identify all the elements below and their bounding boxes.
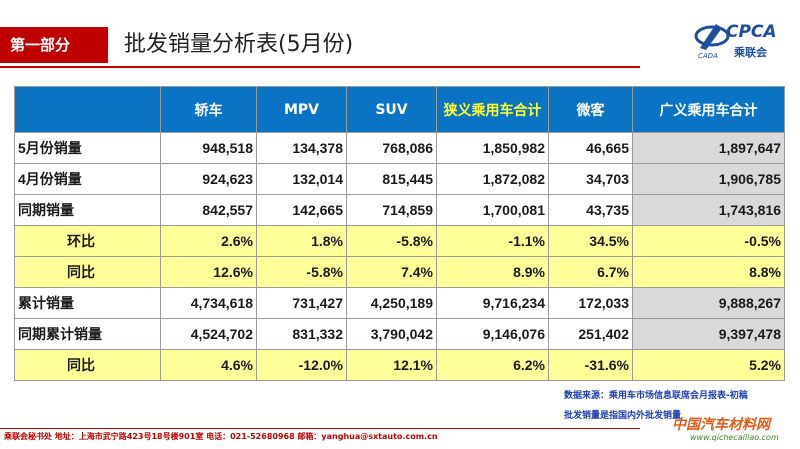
table-row: 环比 2.6% 1.8% -5.8% -1.1% 34.5% -0.5% xyxy=(14,225,785,257)
header-mpv: MPV xyxy=(256,86,347,133)
header-sedan: 轿车 xyxy=(160,86,257,133)
row-label: 同比 xyxy=(14,256,161,288)
cell: 842,557 xyxy=(160,194,257,226)
row-label: 同期销量 xyxy=(14,194,161,226)
cell: 714,859 xyxy=(346,194,437,226)
row-label: 同比 xyxy=(14,349,161,381)
row-label: 5月份销量 xyxy=(14,132,161,164)
table-row: 同比 12.6% -5.8% 7.4% 8.9% 6.7% 8.8% xyxy=(14,256,785,288)
header-broad-total: 广义乘用车合计 xyxy=(632,86,785,133)
cell: -0.5% xyxy=(632,225,785,257)
row-label: 环比 xyxy=(14,225,161,257)
table-row: 同期累计销量 4,524,702 831,332 3,790,042 9,146… xyxy=(14,318,785,350)
cell: 9,397,478 xyxy=(632,318,785,350)
cell: -5.8% xyxy=(256,256,347,288)
logo-emblem-icon xyxy=(694,24,730,50)
page-title: 批发销量分析表(5月份) xyxy=(124,32,354,57)
cell: 12.1% xyxy=(346,349,437,381)
watermark-url: www.qichecailiao.com xyxy=(690,433,779,442)
cell: 4.6% xyxy=(160,349,257,381)
cell: 9,146,076 xyxy=(436,318,549,350)
cell: 731,427 xyxy=(256,287,347,319)
cell: 1,700,081 xyxy=(436,194,549,226)
cell: 12.6% xyxy=(160,256,257,288)
cell: 948,518 xyxy=(160,132,257,164)
logo-brand: CPCA xyxy=(726,22,777,42)
cell: 4,524,702 xyxy=(160,318,257,350)
source-note: 数据来源：乘用车市场信息联席会月报表-初稿 xyxy=(564,391,748,401)
table-row: 4月份销量 924,623 132,014 815,445 1,872,082 … xyxy=(14,163,785,195)
row-label: 同期累计销量 xyxy=(14,318,161,350)
section-tag: 第一部分 xyxy=(0,27,108,63)
cell: 768,086 xyxy=(346,132,437,164)
cell: 46,665 xyxy=(548,132,633,164)
watermark-text: 中国汽车材料网 xyxy=(672,417,770,433)
cell: 1,872,082 xyxy=(436,163,549,195)
header-blank xyxy=(14,86,161,133)
cell: 5.2% xyxy=(632,349,785,381)
cell: 1.8% xyxy=(256,225,347,257)
cell: 924,623 xyxy=(160,163,257,195)
cell: 6.7% xyxy=(548,256,633,288)
cpca-logo: CPCA 乘联会 CADA xyxy=(692,14,792,64)
table-header-row: 轿车 MPV SUV 狭义乘用车合计 微客 广义乘用车合计 xyxy=(14,86,785,133)
cell: -31.6% xyxy=(548,349,633,381)
cell: 251,402 xyxy=(548,318,633,350)
row-label: 累计销量 xyxy=(14,287,161,319)
table-row: 同比 4.6% -12.0% 12.1% 6.2% -31.6% 5.2% xyxy=(14,349,785,381)
cell: 132,014 xyxy=(256,163,347,195)
title-divider xyxy=(0,66,640,68)
table-row: 同期销量 842,557 142,665 714,859 1,700,081 4… xyxy=(14,194,785,226)
cell: -1.1% xyxy=(436,225,549,257)
cell: 1,743,816 xyxy=(632,194,785,226)
table-row: 累计销量 4,734,618 731,427 4,250,189 9,716,2… xyxy=(14,287,785,319)
cell: 3,790,042 xyxy=(346,318,437,350)
cell: 172,033 xyxy=(548,287,633,319)
cell: 43,735 xyxy=(548,194,633,226)
cell: 34.5% xyxy=(548,225,633,257)
header-narrow-total: 狭义乘用车合计 xyxy=(436,86,549,133)
header-suv: SUV xyxy=(346,86,437,133)
cell: 34,703 xyxy=(548,163,633,195)
cell: 6.2% xyxy=(436,349,549,381)
cell: 9,888,267 xyxy=(632,287,785,319)
cell: 1,906,785 xyxy=(632,163,785,195)
cell: 1,897,647 xyxy=(632,132,785,164)
row-label: 4月份销量 xyxy=(14,163,161,195)
cell: -5.8% xyxy=(346,225,437,257)
definition-note: 批发销量是指国内外批发销量 xyxy=(564,411,682,421)
logo-cn: 乘联会 xyxy=(734,46,767,59)
cell: 9,716,234 xyxy=(436,287,549,319)
cell: 7.4% xyxy=(346,256,437,288)
cell: 1,850,982 xyxy=(436,132,549,164)
footer-contact: 乘联会秘书处 地址：上海市武宁路423号18号楼901室 电话：021-5268… xyxy=(4,432,438,441)
sales-table: 轿车 MPV SUV 狭义乘用车合计 微客 广义乘用车合计 5月份销量 948,… xyxy=(14,86,785,381)
cell: 2.6% xyxy=(160,225,257,257)
table-row: 5月份销量 948,518 134,378 768,086 1,850,982 … xyxy=(14,132,785,164)
cell: 4,734,618 xyxy=(160,287,257,319)
cell: 134,378 xyxy=(256,132,347,164)
cell: 831,332 xyxy=(256,318,347,350)
cell: 815,445 xyxy=(346,163,437,195)
logo-sub: CADA xyxy=(698,52,718,60)
cell: 8.8% xyxy=(632,256,785,288)
cell: 142,665 xyxy=(256,194,347,226)
cell: 4,250,189 xyxy=(346,287,437,319)
footer-divider xyxy=(0,428,640,429)
cell: -12.0% xyxy=(256,349,347,381)
cell: 8.9% xyxy=(436,256,549,288)
header-minivan: 微客 xyxy=(548,86,633,133)
